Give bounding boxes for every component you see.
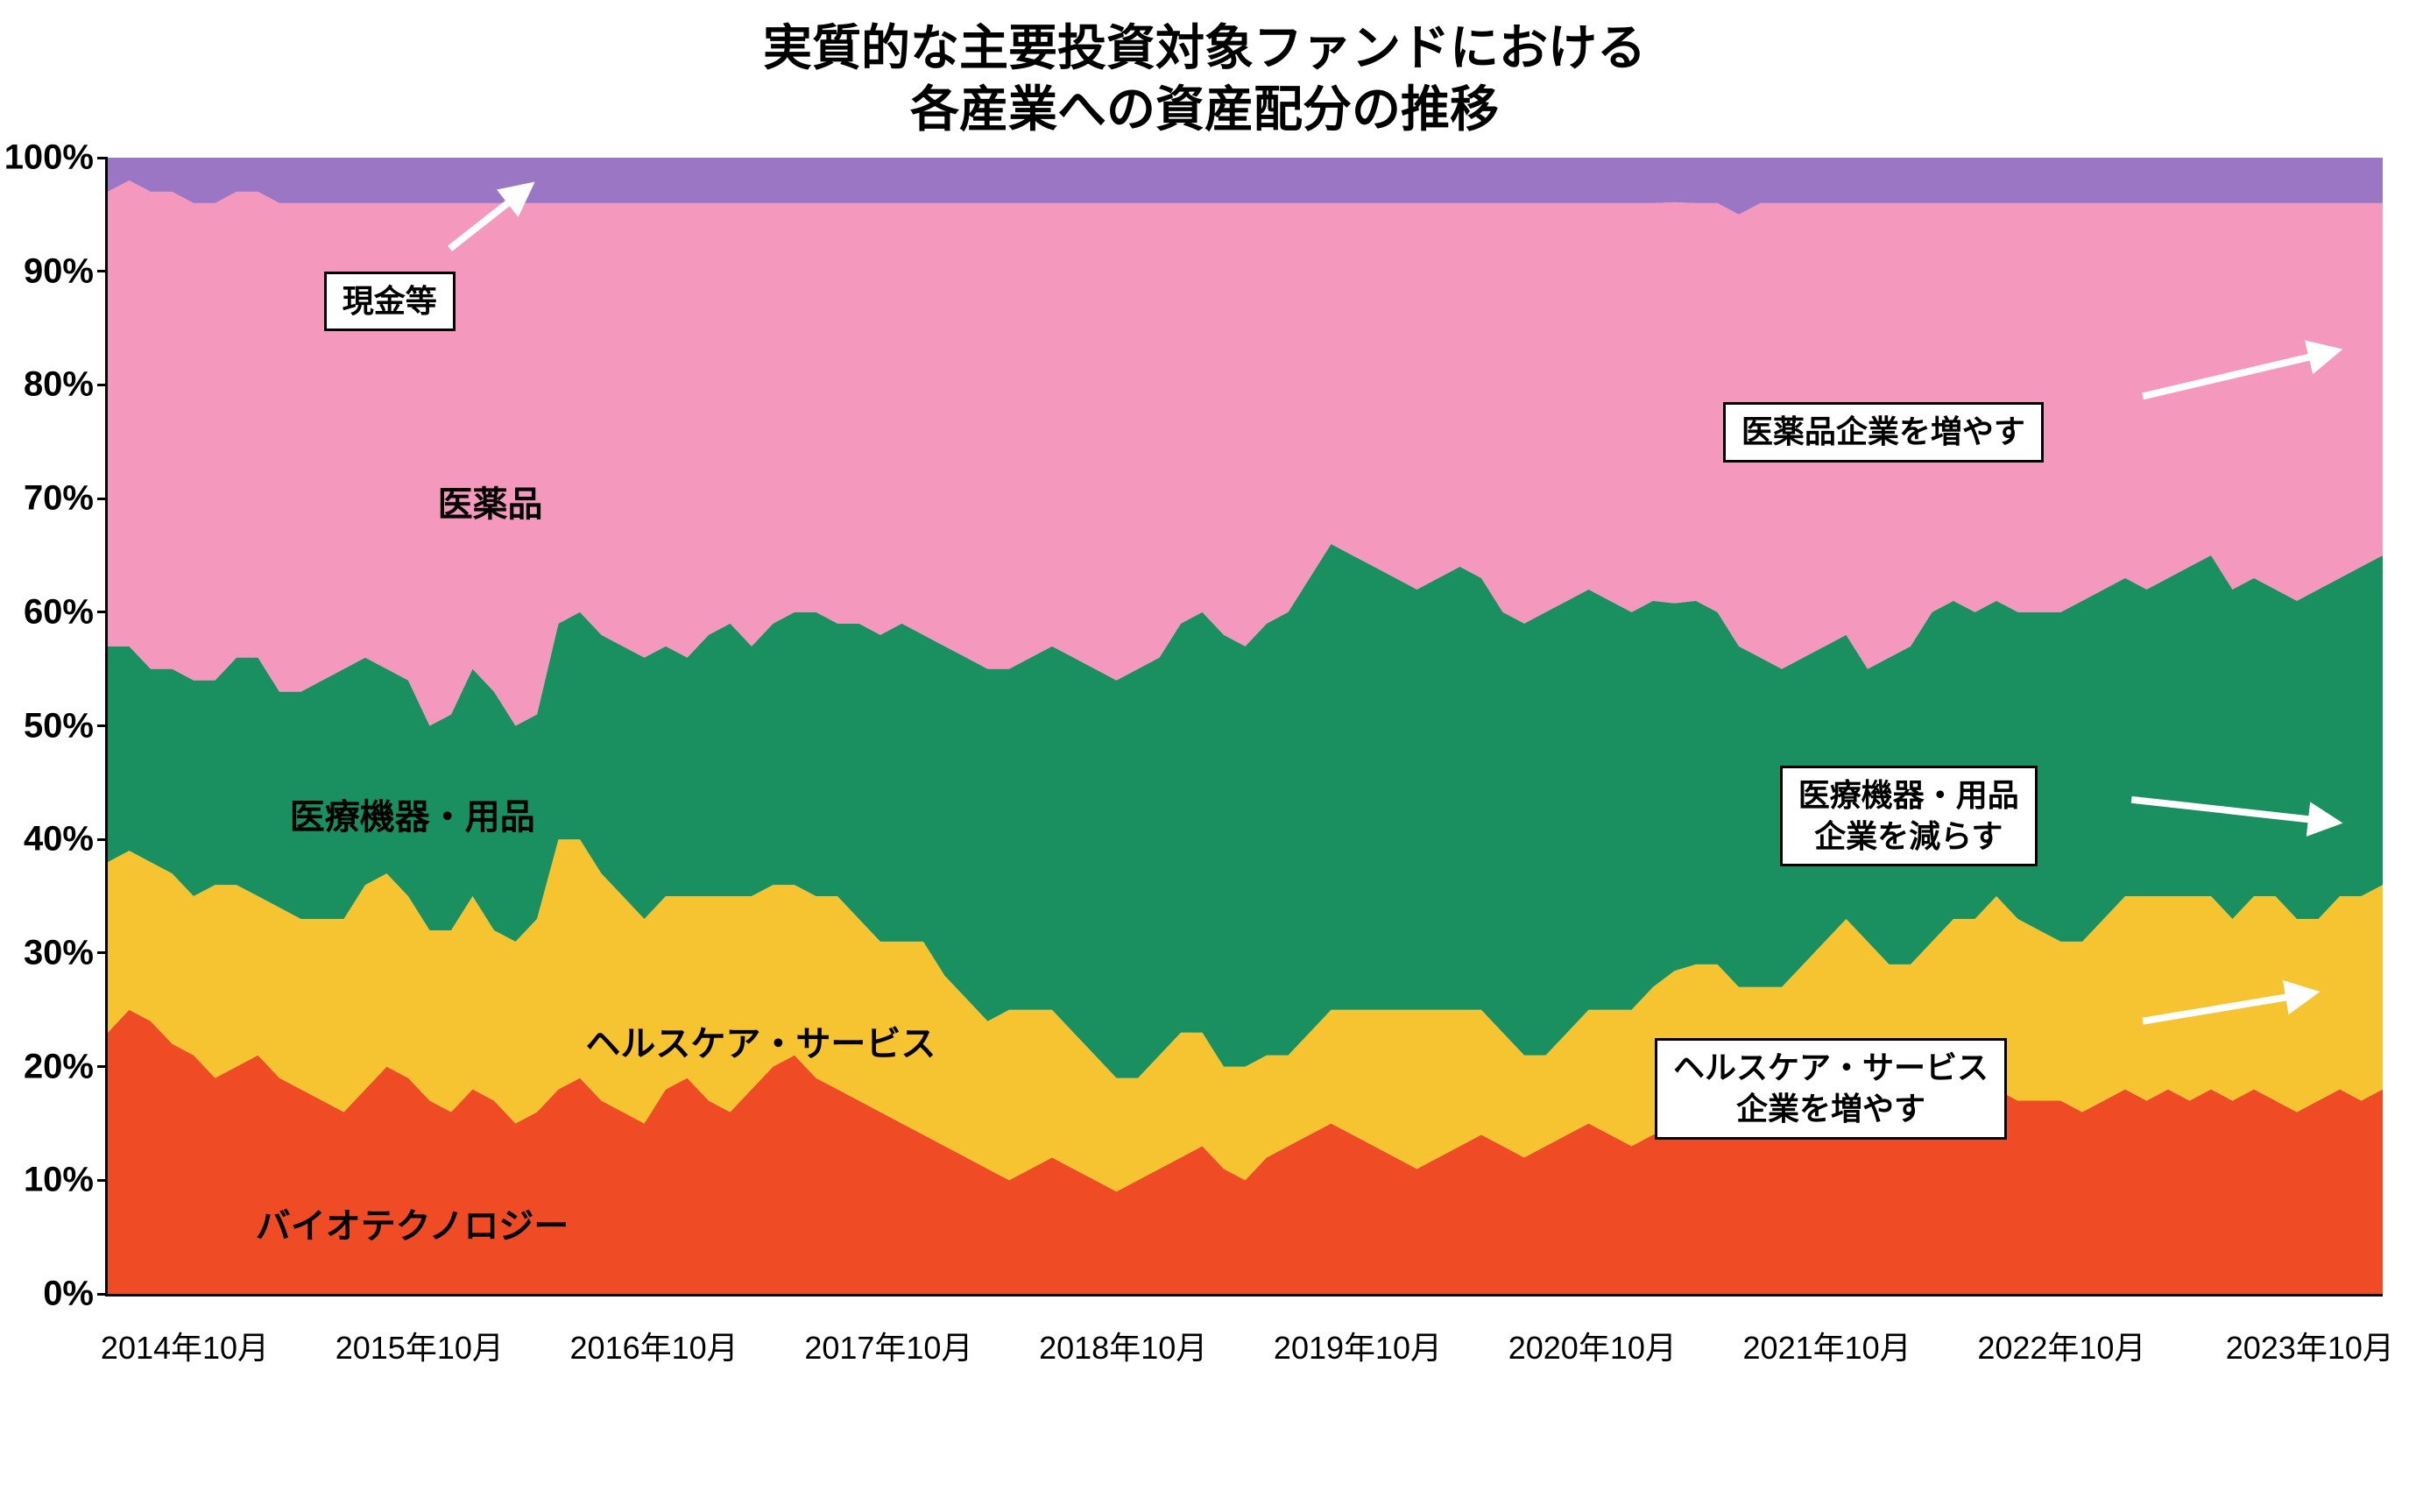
x-tick-label: 2018年10月 (1039, 1323, 1207, 1368)
y-tick-label: 30% (24, 933, 108, 972)
y-tick-mark (97, 1065, 108, 1068)
annotation-box: 現金等 (324, 272, 456, 332)
annotation-box: 医薬品企業を増やす (1723, 402, 2044, 463)
y-tick-mark (97, 1293, 108, 1296)
x-tick-label: 2017年10月 (804, 1323, 972, 1368)
x-tick-label: 2014年10月 (101, 1323, 269, 1368)
y-tick-label: 60% (24, 592, 108, 632)
chart-container: 実質的な主要投資対象ファンドにおける 各産業への資産配分の推移 0%10%20%… (0, 18, 2409, 1384)
y-tick-label: 40% (24, 820, 108, 859)
series-label: 医薬品 (438, 476, 543, 526)
y-tick-mark (97, 384, 108, 386)
x-axis-labels: 2014年10月2015年10月2016年10月2017年10月2018年10月… (105, 1323, 2383, 1384)
y-tick-label: 70% (24, 479, 108, 519)
y-tick-mark (97, 1179, 108, 1182)
y-tick-mark (97, 498, 108, 500)
x-tick-label: 2020年10月 (1508, 1323, 1677, 1368)
y-tick-label: 50% (24, 706, 108, 745)
y-tick-mark (97, 724, 108, 727)
x-tick-label: 2021年10月 (1743, 1323, 1911, 1368)
series-label: バイオテクノロジー (256, 1198, 569, 1248)
title-line-1: 実質的な主要投資対象ファンドにおける (0, 18, 2409, 79)
x-tick-label: 2019年10月 (1274, 1323, 1442, 1368)
plot-area: 0%10%20%30%40%50%60%70%80%90%100%バイオテクノロ… (105, 158, 2383, 1297)
annotation-box: 医療機器・用品企業を減らす (1780, 766, 2038, 867)
y-tick-label: 20% (24, 1047, 108, 1086)
title-line-2: 各産業への資産配分の推移 (0, 79, 2409, 140)
y-tick-label: 100% (4, 138, 108, 178)
x-tick-label: 2023年10月 (2226, 1323, 2394, 1368)
y-tick-label: 10% (24, 1161, 108, 1200)
x-tick-label: 2022年10月 (1977, 1323, 2145, 1368)
series-label: ヘルスケア・サービス (585, 1015, 936, 1066)
y-tick-mark (97, 157, 108, 159)
plot-wrap: 0%10%20%30%40%50%60%70%80%90%100%バイオテクノロ… (105, 158, 2383, 1384)
y-tick-mark (97, 838, 108, 841)
annotation-box: ヘルスケア・サービス企業を増やす (1655, 1038, 2007, 1140)
y-tick-label: 80% (24, 365, 108, 405)
x-tick-label: 2015年10月 (336, 1323, 504, 1368)
chart-title: 実質的な主要投資対象ファンドにおける 各産業への資産配分の推移 (0, 18, 2409, 140)
y-tick-label: 90% (24, 251, 108, 291)
series-label: 医療機器・用品 (290, 788, 535, 839)
y-tick-mark (97, 611, 108, 613)
y-tick-mark (97, 270, 108, 272)
x-tick-label: 2016年10月 (570, 1323, 738, 1368)
y-tick-mark (97, 951, 108, 954)
